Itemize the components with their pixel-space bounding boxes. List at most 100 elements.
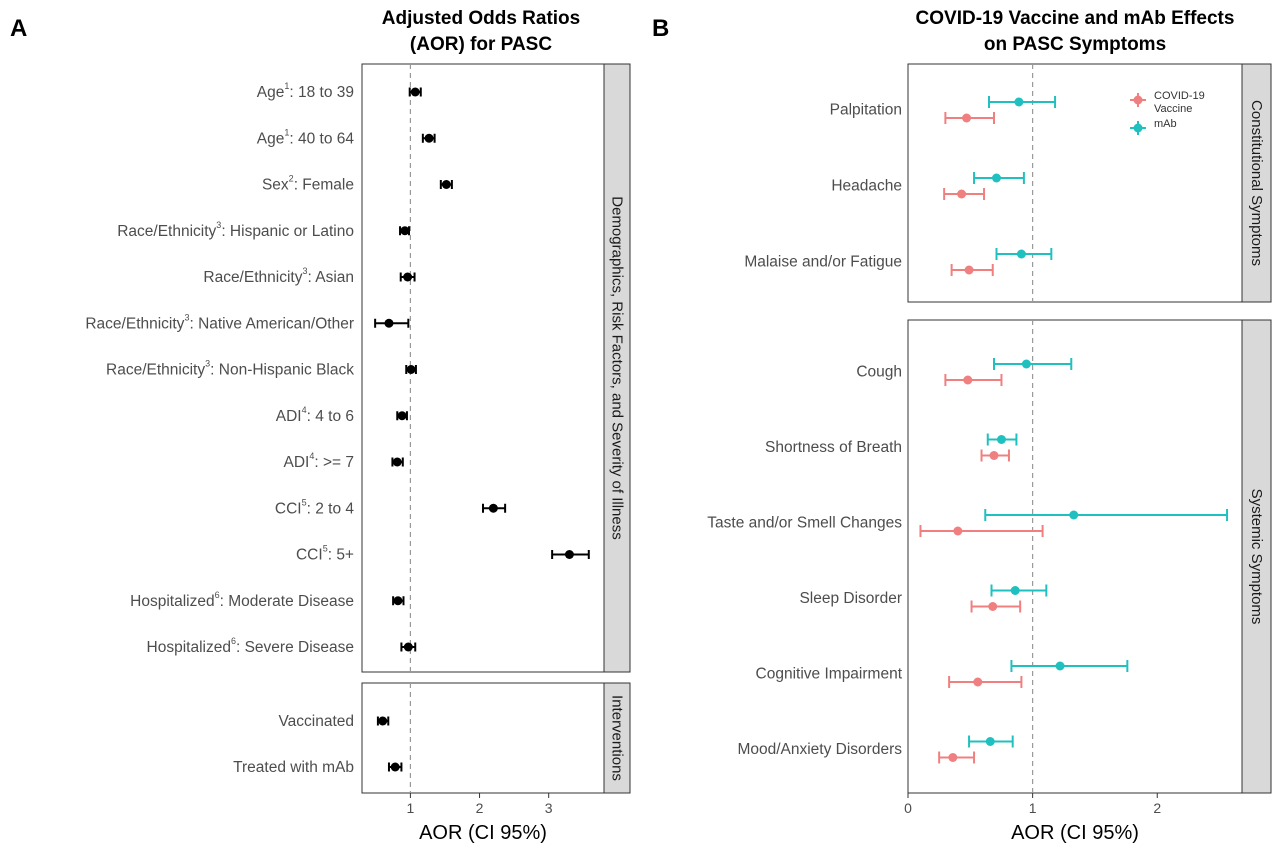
panel-a-row-race-ethnicity3-non-hispanic-black-label-rest: : Non-Hispanic Black — [210, 361, 354, 378]
panel-a-facet-interventions: Interventions Vaccinated Treated with mAb — [233, 682, 631, 794]
panel-a-row-treated-with-mab-label-name: Treated with mAb — [233, 759, 354, 776]
panel-a-row-adi4-4-to-6-label: ADI4: 4 to 6 — [276, 405, 354, 425]
panel-a-row-hospitalized6-severe-disease-label-sup: 6 — [231, 636, 236, 646]
panel-a-row-age1-18-to-39-label: Age1: 18 to 39 — [257, 81, 354, 101]
panel-a-row-vaccinated-label-name: Vaccinated — [278, 713, 354, 730]
panel-a-row-cci5-2-to-4-label-rest: : 2 to 4 — [307, 500, 355, 517]
panel-a-row-cci5-2-to-4-point — [488, 503, 498, 513]
panel-a-row-vaccinated-point — [378, 716, 388, 726]
panel-a-x-tick-label-1: 1 — [407, 800, 415, 816]
panel-b-row-shortness-of-breath-label: Shortness of Breath — [765, 439, 902, 456]
panel-a-row-adi4-4-to-6-point — [397, 411, 407, 421]
panel-a-row-race-ethnicity3-native-american-other-label-sup: 3 — [184, 312, 189, 322]
panel-b-row-headache-mab-point — [991, 173, 1001, 183]
panel-a-row-age1-40-to-64-label-sup: 1 — [284, 127, 289, 137]
panel-b-facet-constitutional: Constitutional Symptoms Palpitation Headac… — [744, 63, 1272, 303]
panel-a-row-race-ethnicity3-hispanic-or-latino-label-sup: 3 — [216, 220, 221, 230]
panel-a-row-race-ethnicity3-native-american-other-label: Race/Ethnicity3: Native American/Other — [85, 312, 354, 332]
panel-a-row-sex2-female-label: Sex2: Female — [262, 174, 354, 194]
panel-a-row-cci5-5-label-rest: : 5+ — [328, 546, 354, 563]
panel-b-row-sleep-disorder-label: Sleep Disorder — [799, 590, 902, 607]
legend-label-mab-0: mAb — [1154, 118, 1177, 130]
legend-key-point-mab — [1133, 123, 1143, 133]
panel-b-row-cognitive-impairment-label: Cognitive Impairment — [756, 666, 903, 683]
panel-a-row-age1-40-to-64-label-name: Age — [257, 130, 285, 147]
panel-a-row-race-ethnicity3-non-hispanic-black-point — [406, 365, 416, 374]
panel-b-x-axis-title: AOR (CI 95%) — [1011, 822, 1139, 844]
panel-a-row-race-ethnicity3-asian-label-name: Race/Ethnicity — [203, 269, 302, 286]
panel-a-row-adi4-7-point — [392, 457, 402, 467]
panel-b-row-shortness-of-breath-mab-point — [996, 435, 1006, 444]
panel-a-strip-1 — [603, 682, 631, 794]
panel-a-row-age1-18-to-39-point — [410, 87, 420, 97]
panel-a-row-adi4-7-label-name: ADI — [283, 454, 309, 471]
panel-a-row-cci5-5-point — [564, 550, 574, 559]
panel-a-row-hospitalized6-moderate-disease-label-rest: : Moderate Disease — [220, 592, 354, 609]
panel-a-row-hospitalized6-moderate-disease-label-name: Hospitalized — [130, 592, 214, 609]
panel-a-row-hospitalized6-severe-disease-label-rest: : Severe Disease — [236, 639, 354, 656]
legend-key-point-vaccine — [1133, 95, 1143, 105]
panel-a-row-age1-40-to-64-point — [424, 133, 434, 143]
panel-a-row-cci5-5-label-name: CCI — [296, 546, 323, 563]
panel-a-row-race-ethnicity3-hispanic-or-latino-point — [400, 226, 410, 236]
panel-b-row-sleep-disorder-mab-point — [1010, 586, 1020, 595]
panel-a-row-cci5-5-label: CCI5: 5+ — [296, 544, 354, 564]
panel-a-row-cci5-5-label-sup: 5 — [323, 544, 328, 554]
panel-a-row-cci5-2-to-4-label: CCI5: 2 to 4 — [275, 497, 354, 517]
panel-b-strip-0 — [1241, 63, 1272, 303]
panel-b-row-headache-label: Headache — [831, 178, 902, 195]
panel-a-row-race-ethnicity3-asian-label-rest: : Asian — [307, 269, 354, 286]
panel-a-row-race-ethnicity3-asian-point — [403, 272, 413, 282]
panel-b-strip-label-1: Systemic Symptoms — [1248, 489, 1265, 625]
panel-a-row-treated-with-mab-point — [390, 762, 400, 772]
panel-b-row-mood-anxiety-disorders-mab-point — [985, 737, 995, 746]
panel-a-row-sex2-female-label-name: Sex — [262, 176, 289, 193]
panel-b-letter: B — [652, 15, 669, 42]
panel-a-row-hospitalized6-moderate-disease-label: Hospitalized6: Moderate Disease — [130, 590, 354, 610]
panel-b-row-cough-mab-point — [1021, 359, 1031, 369]
panel-a-row-age1-40-to-64-label-rest: : 40 to 64 — [289, 130, 354, 147]
panel-a-row-adi4-7-label-sup: 4 — [309, 451, 314, 461]
panel-a-row-hospitalized6-moderate-disease-label-sup: 6 — [215, 590, 220, 600]
panel-a-row-race-ethnicity3-native-american-other-label-rest: : Native American/Other — [189, 315, 354, 332]
panel-a-x-axis-title: AOR (CI 95%) — [419, 822, 547, 844]
panel-a-x-axis: 1 2 3 AOR (CI 95%) — [407, 793, 553, 844]
panel-b-row-malaise-and-or-fatigue-vaccine-point — [964, 265, 974, 275]
panel-a-row-age1-18-to-39-label-sup: 1 — [284, 81, 289, 91]
panel-a-row-race-ethnicity3-asian-label: Race/Ethnicity3: Asian — [203, 266, 354, 286]
legend-label-vaccine-1: Vaccine — [1154, 103, 1192, 115]
panel-b-row-cognitive-impairment-mab-point — [1055, 661, 1065, 671]
panel-b-strip-1 — [1241, 319, 1272, 794]
panel-b-title-line-2: on PASC Symptoms — [984, 34, 1166, 55]
panel-b-row-sleep-disorder-vaccine-point — [988, 602, 998, 611]
panel-a-row-race-ethnicity3-non-hispanic-black-label-name: Race/Ethnicity — [106, 361, 205, 378]
panel-a-row-hospitalized6-severe-disease-label-name: Hospitalized — [147, 639, 231, 656]
panel-a-row-hospitalized6-severe-disease-point — [403, 642, 413, 652]
panel-a-row-race-ethnicity3-asian-label-sup: 3 — [302, 266, 307, 276]
panel-a-strip-label-0: Demographics, Risk Factors, and Severity… — [609, 196, 626, 539]
panel-b-title-line-1: COVID-19 Vaccine and mAb Effects — [916, 8, 1235, 29]
panel-a-letter: A — [10, 15, 27, 42]
panel-b-x-tick-label-0: 0 — [904, 800, 912, 816]
panel-a-row-adi4-4-to-6-label-rest: : 4 to 6 — [307, 407, 354, 424]
panel-a-row-sex2-female-point — [441, 180, 451, 189]
panel-a-row-race-ethnicity3-hispanic-or-latino-label-rest: : Hispanic or Latino — [221, 222, 354, 239]
panel-b-row-cough-label: Cough — [856, 364, 902, 381]
panel-a-row-sex2-female-label-rest: : Female — [294, 176, 354, 193]
panel-a-row-age1-18-to-39-label-rest: : 18 to 39 — [289, 84, 354, 101]
panel-b-row-palpitation-vaccine-point — [962, 113, 972, 123]
panel-a-row-adi4-4-to-6-label-name: ADI — [276, 407, 302, 424]
panel-b-facet-1-border — [907, 319, 1243, 794]
panel-a-row-race-ethnicity3-non-hispanic-black-label-sup: 3 — [205, 359, 210, 369]
panel-a-x-tick-label-2: 2 — [476, 800, 484, 816]
panel-a-row-treated-with-mab-label: Treated with mAb — [233, 759, 354, 776]
panel-a-row-adi4-4-to-6-label-sup: 4 — [302, 405, 307, 415]
panel-b-row-taste-and-or-smell-changes-vaccine-point — [953, 526, 963, 536]
panel-a-row-age1-40-to-64-label: Age1: 40 to 64 — [257, 127, 355, 147]
panel-a-row-race-ethnicity3-hispanic-or-latino-label: Race/Ethnicity3: Hispanic or Latino — [117, 220, 354, 240]
panel-a-x-tick-label-3: 3 — [545, 800, 553, 816]
panel-b-row-taste-and-or-smell-changes-label: Taste and/or Smell Changes — [707, 515, 902, 532]
panel-b-facet-systemic: Systemic Symptoms Cough Shortness of Breat… — [707, 319, 1272, 794]
